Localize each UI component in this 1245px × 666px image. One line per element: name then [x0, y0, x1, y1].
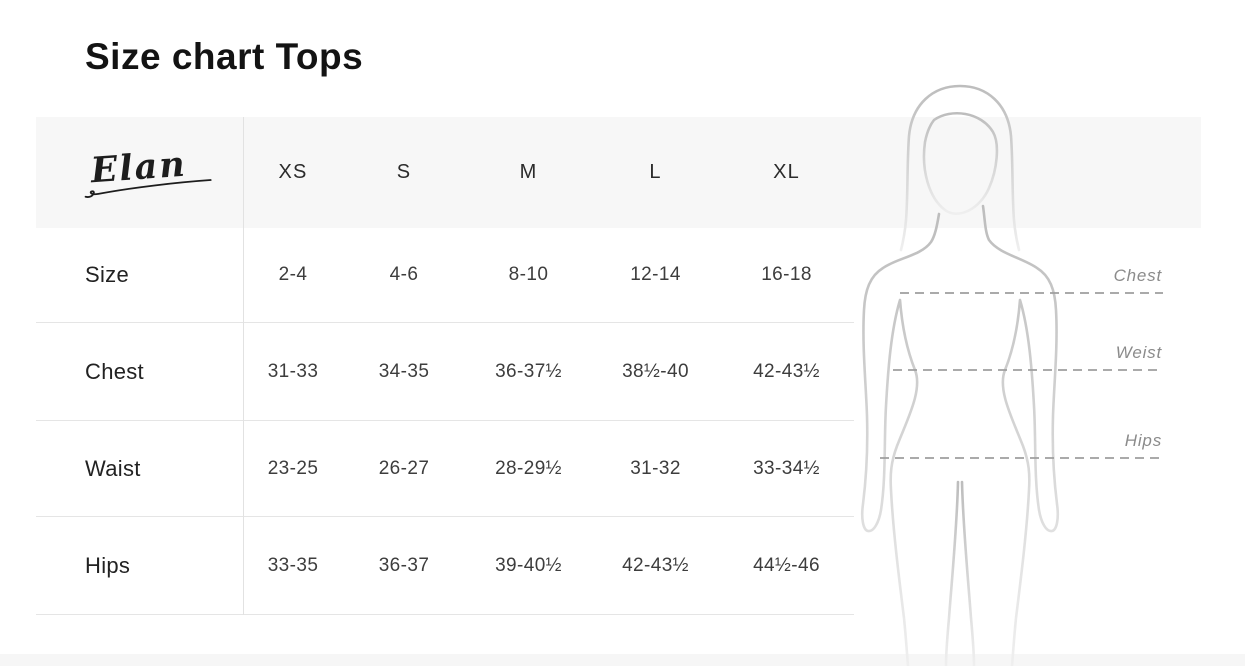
footer-strip: [0, 654, 1245, 666]
body-right-outline: [981, 204, 1060, 666]
row-label-size: Size: [36, 228, 243, 323]
brand-logo-cell: Elan: [36, 117, 243, 228]
hair-outline: [899, 84, 1021, 252]
table-cell: 44½-46: [719, 517, 854, 615]
table-cell: 8-10: [465, 228, 592, 323]
chest-measure-label: Chest: [1113, 266, 1162, 285]
table-cell: 16-18: [719, 228, 854, 323]
table-cell: 36-37½: [465, 323, 592, 421]
table-cell: 39-40½: [465, 517, 592, 615]
table-vertical-divider: [243, 117, 244, 615]
table-cell: 23-25: [243, 421, 343, 517]
brand-logo: Elan: [85, 143, 213, 201]
face-outline: [922, 112, 999, 216]
female-silhouette-figure: [860, 84, 1163, 666]
table-cell: 28-29½: [465, 421, 592, 517]
row-label-hips: Hips: [36, 517, 243, 615]
column-header-m: M: [519, 161, 538, 183]
table-cell: 31-32: [592, 421, 719, 517]
table-cell: 12-14: [592, 228, 719, 323]
size-table: Elan XS S M L XL Size 2-4 4-6 8-10 12-14…: [36, 117, 854, 615]
table-cell: 38½-40: [592, 323, 719, 421]
table-cell: 2-4: [243, 228, 343, 323]
column-header-xs: XS: [278, 161, 308, 183]
row-label-chest: Chest: [36, 323, 243, 421]
table-cell: 31-33: [243, 323, 343, 421]
hips-measure-label: Hips: [1124, 431, 1162, 450]
logo-underline-swash: [85, 179, 213, 198]
table-cell: 42-43½: [592, 517, 719, 615]
table-cell: 33-34½: [719, 421, 854, 517]
body-left-outline: [860, 212, 941, 666]
table-cell: 34-35: [343, 323, 465, 421]
column-header-s: S: [396, 161, 412, 183]
table-cell: 26-27: [343, 421, 465, 517]
table-cell: 4-6: [343, 228, 465, 323]
table-cell: 36-37: [343, 517, 465, 615]
header-band: [36, 117, 1201, 228]
table-cell: 42-43½: [719, 323, 854, 421]
column-header-xl: XL: [773, 161, 800, 183]
waist-measure-label: Weist: [1115, 343, 1162, 362]
row-label-waist: Waist: [36, 421, 243, 517]
column-header-l: L: [649, 161, 662, 183]
table-cell: 33-35: [243, 517, 343, 615]
legs-inner-outline: [944, 480, 976, 666]
page-title: Size chart Tops: [85, 36, 364, 77]
